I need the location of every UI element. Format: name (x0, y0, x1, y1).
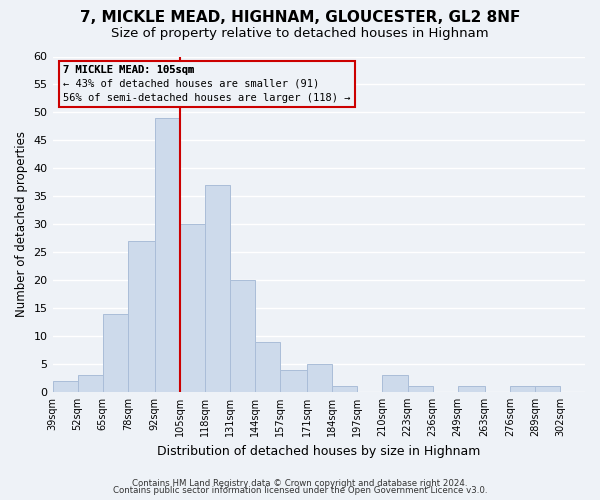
Bar (53, 380, 77, 392)
Bar (155, 118, 180, 392)
Bar (458, 386, 485, 392)
Bar (382, 375, 407, 392)
Text: 7 MICKLE MEAD: 105sqm
← 43% of detached houses are smaller (91)
56% of semi-deta: 7 MICKLE MEAD: 105sqm ← 43% of detached … (63, 65, 350, 103)
Bar (230, 280, 255, 392)
Bar (280, 370, 307, 392)
Y-axis label: Number of detached properties: Number of detached properties (15, 131, 28, 317)
Text: 7 MICKLE MEAD: 105sqm: 7 MICKLE MEAD: 105sqm (63, 65, 194, 75)
Bar (180, 224, 205, 392)
Bar (205, 185, 230, 392)
Text: Contains public sector information licensed under the Open Government Licence v3: Contains public sector information licen… (113, 486, 487, 495)
Bar (510, 386, 535, 392)
Bar (77, 375, 103, 392)
Bar (535, 386, 560, 392)
Bar (332, 386, 358, 392)
Bar (307, 364, 332, 392)
Bar (407, 386, 433, 392)
Text: 7, MICKLE MEAD, HIGHNAM, GLOUCESTER, GL2 8NF: 7, MICKLE MEAD, HIGHNAM, GLOUCESTER, GL2… (80, 10, 520, 25)
X-axis label: Distribution of detached houses by size in Highnam: Distribution of detached houses by size … (157, 444, 481, 458)
Text: Size of property relative to detached houses in Highnam: Size of property relative to detached ho… (111, 28, 489, 40)
Bar (255, 342, 280, 392)
Text: Contains HM Land Registry data © Crown copyright and database right 2024.: Contains HM Land Registry data © Crown c… (132, 478, 468, 488)
Bar (128, 241, 155, 392)
Bar (103, 314, 128, 392)
